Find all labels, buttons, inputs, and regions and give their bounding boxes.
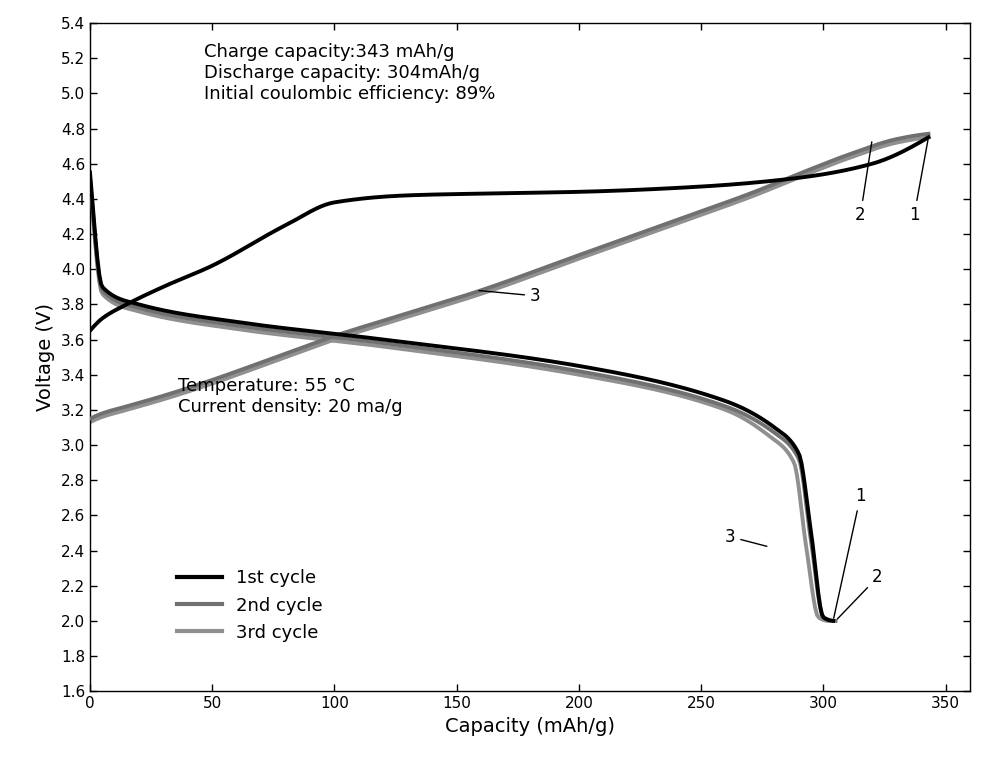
Text: 3: 3 — [479, 287, 541, 305]
Text: Charge capacity:343 mAh/g
Discharge capacity: 304mAh/g
Initial coulombic efficie: Charge capacity:343 mAh/g Discharge capa… — [204, 43, 496, 103]
Y-axis label: Voltage (V): Voltage (V) — [36, 303, 55, 411]
Text: 2: 2 — [837, 568, 883, 619]
Text: Temperature: 55 °C
Current density: 20 ma/g: Temperature: 55 °C Current density: 20 m… — [178, 377, 403, 416]
Text: 3: 3 — [725, 528, 767, 546]
Text: 1: 1 — [834, 488, 866, 618]
Text: 2: 2 — [855, 142, 872, 224]
Text: 1: 1 — [909, 140, 928, 224]
X-axis label: Capacity (mAh/g): Capacity (mAh/g) — [445, 717, 615, 736]
Legend: 1st cycle, 2nd cycle, 3rd cycle: 1st cycle, 2nd cycle, 3rd cycle — [169, 562, 330, 649]
